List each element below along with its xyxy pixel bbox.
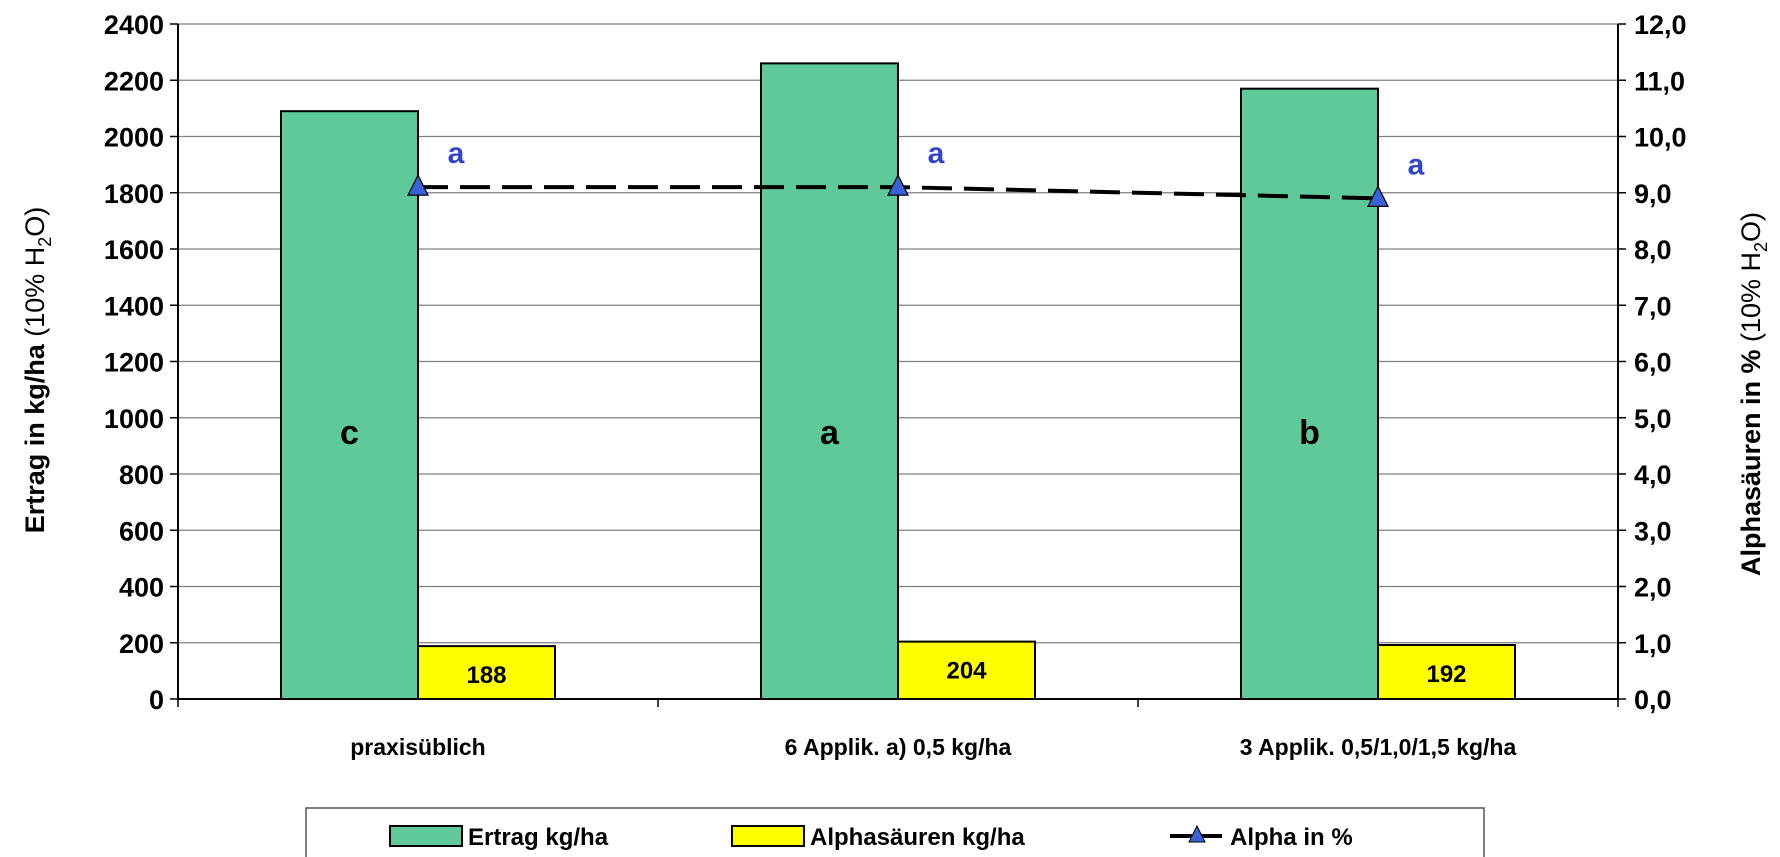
marker-alpha-percent (1367, 185, 1389, 207)
bar-ertrag (280, 110, 419, 700)
left-tick-label: 2200 (104, 66, 164, 96)
legend-swatch-alphasaeuren (731, 825, 805, 847)
data-label-alphasaeuren: 204 (946, 658, 987, 685)
data-labels: c 188 a 204 b 192 a a a (340, 137, 1466, 689)
right-tick-label: 3,0 (1634, 516, 1672, 546)
left-tick-label: 1200 (104, 348, 164, 378)
left-tick-label: 600 (119, 516, 164, 546)
line-series-layer (407, 173, 1389, 207)
bar-letter-ertrag: a (820, 414, 840, 452)
left-tick-label: 1800 (104, 179, 164, 209)
legend-label-alpha: Alpha in % (1230, 824, 1353, 851)
right-tick-label: 12,0 (1634, 10, 1687, 40)
right-axis-ticks: 0,0 1,0 2,0 3,0 4,0 5,0 6,0 7,0 8,0 9,0 10,0 11,0 12… (1618, 10, 1687, 715)
bar-letter-ertrag: c (340, 414, 359, 452)
data-label-alphasaeuren: 192 (1426, 661, 1466, 688)
right-axis-title: Alphasäuren in % (10% H2O) (1736, 212, 1771, 576)
category-label: 6 Applik. a) 0,5 kg/ha (785, 734, 1012, 760)
legend-label-alphasaeuren: Alphasäuren kg/ha (810, 824, 1025, 851)
bar-alphasaeuren (417, 645, 556, 700)
legend-swatch-ertrag (389, 825, 463, 847)
right-tick-label: 4,0 (1634, 460, 1672, 490)
right-tick-label: 6,0 (1634, 348, 1672, 378)
left-tick-label: 1000 (104, 404, 164, 434)
legend-box (305, 807, 1485, 857)
left-tick-label: 2400 (104, 10, 164, 40)
bar-ertrag (1240, 87, 1379, 700)
legend-marker-alpha (1188, 824, 1206, 843)
left-axis-title: Ertrag in kg/ha (10% H2O) (20, 207, 55, 534)
left-tick-label: 400 (119, 573, 164, 603)
legend: Ertrag kg/ha Alphasäuren kg/ha Alpha in … (305, 807, 1485, 857)
right-tick-label: 7,0 (1634, 291, 1672, 321)
category-label: praxisüblich (350, 734, 485, 760)
category-labels: praxisüblich 6 Applik. a) 0,5 kg/ha 3 Appl… (350, 734, 1516, 760)
category-label: 3 Applik. 0,5/1,0/1,5 kg/ha (1240, 734, 1517, 760)
data-label-alphasaeuren: 188 (466, 662, 506, 689)
bar-letter-ertrag: b (1299, 414, 1320, 452)
bar-alphasaeuren (897, 640, 1036, 700)
point-letter-alpha: a (928, 137, 945, 170)
right-tick-label: 0,0 (1634, 685, 1672, 715)
right-tick-label: 2,0 (1634, 573, 1672, 603)
bar-ertrag (760, 62, 899, 700)
left-axis-ticks: 0 200 400 600 800 1000 1200 1400 1600 1800 2000 220… (104, 10, 178, 715)
right-tick-label: 8,0 (1634, 235, 1672, 265)
left-tick-label: 0 (149, 685, 164, 715)
right-tick-label: 1,0 (1634, 629, 1672, 659)
right-tick-label: 5,0 (1634, 404, 1672, 434)
marker-alpha-percent (407, 173, 429, 196)
left-tick-label: 1400 (104, 291, 164, 321)
left-tick-label: 800 (119, 460, 164, 490)
point-letter-alpha: a (1408, 148, 1425, 181)
left-tick-label: 2000 (104, 123, 164, 153)
left-tick-label: 200 (119, 629, 164, 659)
left-tick-label: 1600 (104, 235, 164, 265)
right-tick-label: 11,0 (1634, 66, 1685, 96)
legend-label-ertrag: Ertrag kg/ha (468, 824, 609, 851)
point-letter-alpha: a (448, 137, 465, 170)
marker-alpha-percent (887, 173, 909, 196)
bars-layer (280, 62, 1516, 700)
right-tick-label: 9,0 (1634, 179, 1672, 209)
right-tick-label: 10,0 (1634, 123, 1687, 153)
